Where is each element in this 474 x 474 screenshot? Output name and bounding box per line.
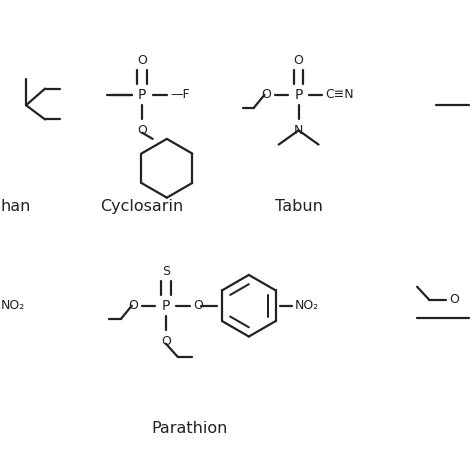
Text: O: O (261, 88, 271, 101)
Text: O: O (137, 54, 147, 67)
Text: NO₂: NO₂ (295, 299, 319, 312)
Text: C≡N: C≡N (325, 88, 354, 101)
Text: O: O (449, 293, 459, 306)
Text: P: P (162, 299, 170, 313)
Text: O: O (137, 124, 147, 137)
Text: O: O (294, 54, 303, 67)
Text: P: P (294, 88, 303, 102)
Text: O: O (193, 299, 203, 312)
Text: NO₂: NO₂ (1, 299, 25, 312)
Text: S: S (162, 265, 170, 278)
Text: Cyclosarin: Cyclosarin (100, 199, 184, 214)
Text: Tabun: Tabun (274, 199, 323, 214)
Text: Parathion: Parathion (151, 421, 228, 437)
Text: han: han (1, 199, 31, 214)
Text: O: O (128, 299, 138, 312)
Text: N: N (294, 124, 303, 137)
Text: O: O (161, 335, 171, 348)
Text: —F: —F (171, 88, 190, 101)
Text: P: P (138, 88, 146, 102)
